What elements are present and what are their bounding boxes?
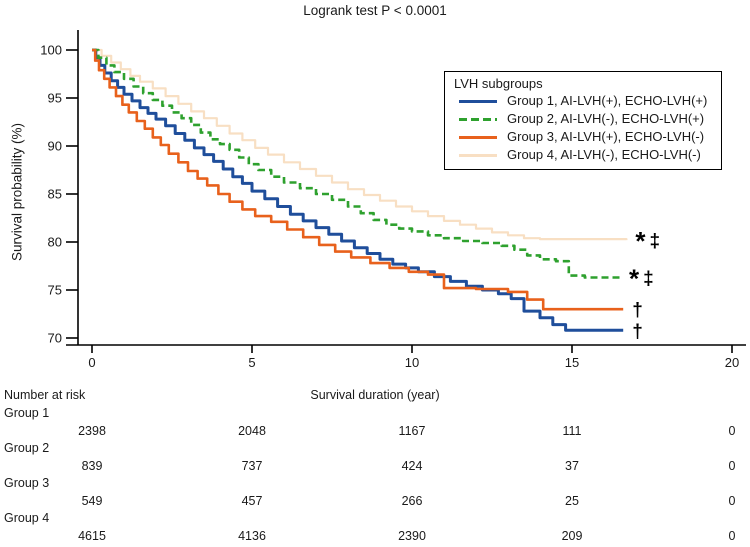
risk-count: 2390: [398, 528, 426, 543]
y-tick-label: 85: [48, 187, 62, 202]
x-tick-label: 0: [88, 355, 95, 370]
risk-count: 0: [728, 423, 736, 438]
risk-count: 266: [401, 493, 423, 508]
risk-row-label: Group 4: [4, 511, 50, 525]
significance-marker-group-1: †: [632, 321, 643, 342]
risk-row-label: Group 1: [4, 406, 50, 420]
x-tick-label: 10: [405, 355, 419, 370]
legend-line-sample: [459, 99, 497, 103]
survival-curve-group-2: [92, 48, 620, 279]
y-tick-label: 75: [48, 283, 62, 298]
risk-row-label: Group 3: [4, 476, 50, 490]
risk-row-label: Group 2: [4, 441, 50, 455]
risk-count: 737: [241, 458, 263, 473]
legend-line-sample: [459, 135, 497, 139]
survival-curve-group-1: [92, 48, 624, 332]
risk-count: 4615: [78, 528, 106, 543]
risk-count: 0: [728, 493, 736, 508]
significance-marker-group-3: †: [632, 300, 643, 321]
legend-entry-group-2: Group 2, AI-LVH(-), ECHO-LVH(+): [454, 110, 713, 128]
y-tick-label: 100: [40, 43, 62, 58]
risk-count: 839: [81, 458, 103, 473]
survival-plot: 100 95 90 85 80 75 70 0 5 10 15 20 † * ‡ † * ‡: [40, 30, 746, 370]
risk-table-header: Number at risk: [4, 388, 86, 402]
legend-title: LVH subgroups: [454, 76, 543, 91]
legend-entry-label: Group 4, AI-LVH(-), ECHO-LVH(-): [507, 147, 701, 162]
risk-count: 111: [562, 423, 582, 438]
y-tick-label: 95: [48, 91, 62, 106]
legend-entry-label: Group 3, AI-LVH(+), ECHO-LVH(-): [507, 129, 705, 144]
legend-line-sample: [459, 153, 497, 157]
significance-marker-group-4: * ‡: [635, 226, 660, 256]
legend-line-sample: [459, 117, 497, 121]
risk-count: 1167: [398, 423, 426, 438]
y-tick-label: 90: [48, 139, 62, 154]
risk-count: 0: [728, 528, 736, 543]
legend-box: LVH subgroups Group 1, AI-LVH(+), ECHO-L…: [444, 71, 722, 170]
risk-count: 37: [565, 458, 579, 473]
x-tick-label: 20: [725, 355, 739, 370]
risk-count: 424: [401, 458, 423, 473]
risk-count: 209: [561, 528, 583, 543]
risk-count: 457: [241, 493, 263, 508]
risk-count: 0: [728, 458, 736, 473]
y-tick-label: 80: [48, 235, 62, 250]
risk-count: 4136: [238, 528, 266, 543]
legend-entry-group-1: Group 1, AI-LVH(+), ECHO-LVH(+): [454, 92, 713, 110]
legend-entry-group-4: Group 4, AI-LVH(-), ECHO-LVH(-): [454, 146, 713, 164]
survival-curve-group-3: [92, 48, 624, 311]
x-axis-label: Survival duration (year): [310, 388, 440, 402]
legend-entry-label: Group 2, AI-LVH(-), ECHO-LVH(+): [507, 111, 705, 126]
risk-count: 549: [81, 493, 103, 508]
risk-count: 2398: [78, 423, 106, 438]
survival-curve-group-4: [92, 48, 628, 241]
x-tick-label: 5: [248, 355, 255, 370]
significance-marker-group-2: * ‡: [629, 264, 654, 294]
legend-entry-group-3: Group 3, AI-LVH(+), ECHO-LVH(-): [454, 128, 713, 146]
risk-count: 25: [565, 493, 579, 508]
chart-title: Logrank test P < 0.0001: [303, 3, 447, 18]
legend-entry-label: Group 1, AI-LVH(+), ECHO-LVH(+): [507, 93, 708, 108]
risk-count: 2048: [238, 423, 266, 438]
x-tick-label: 15: [565, 355, 579, 370]
y-tick-label: 70: [48, 331, 62, 346]
